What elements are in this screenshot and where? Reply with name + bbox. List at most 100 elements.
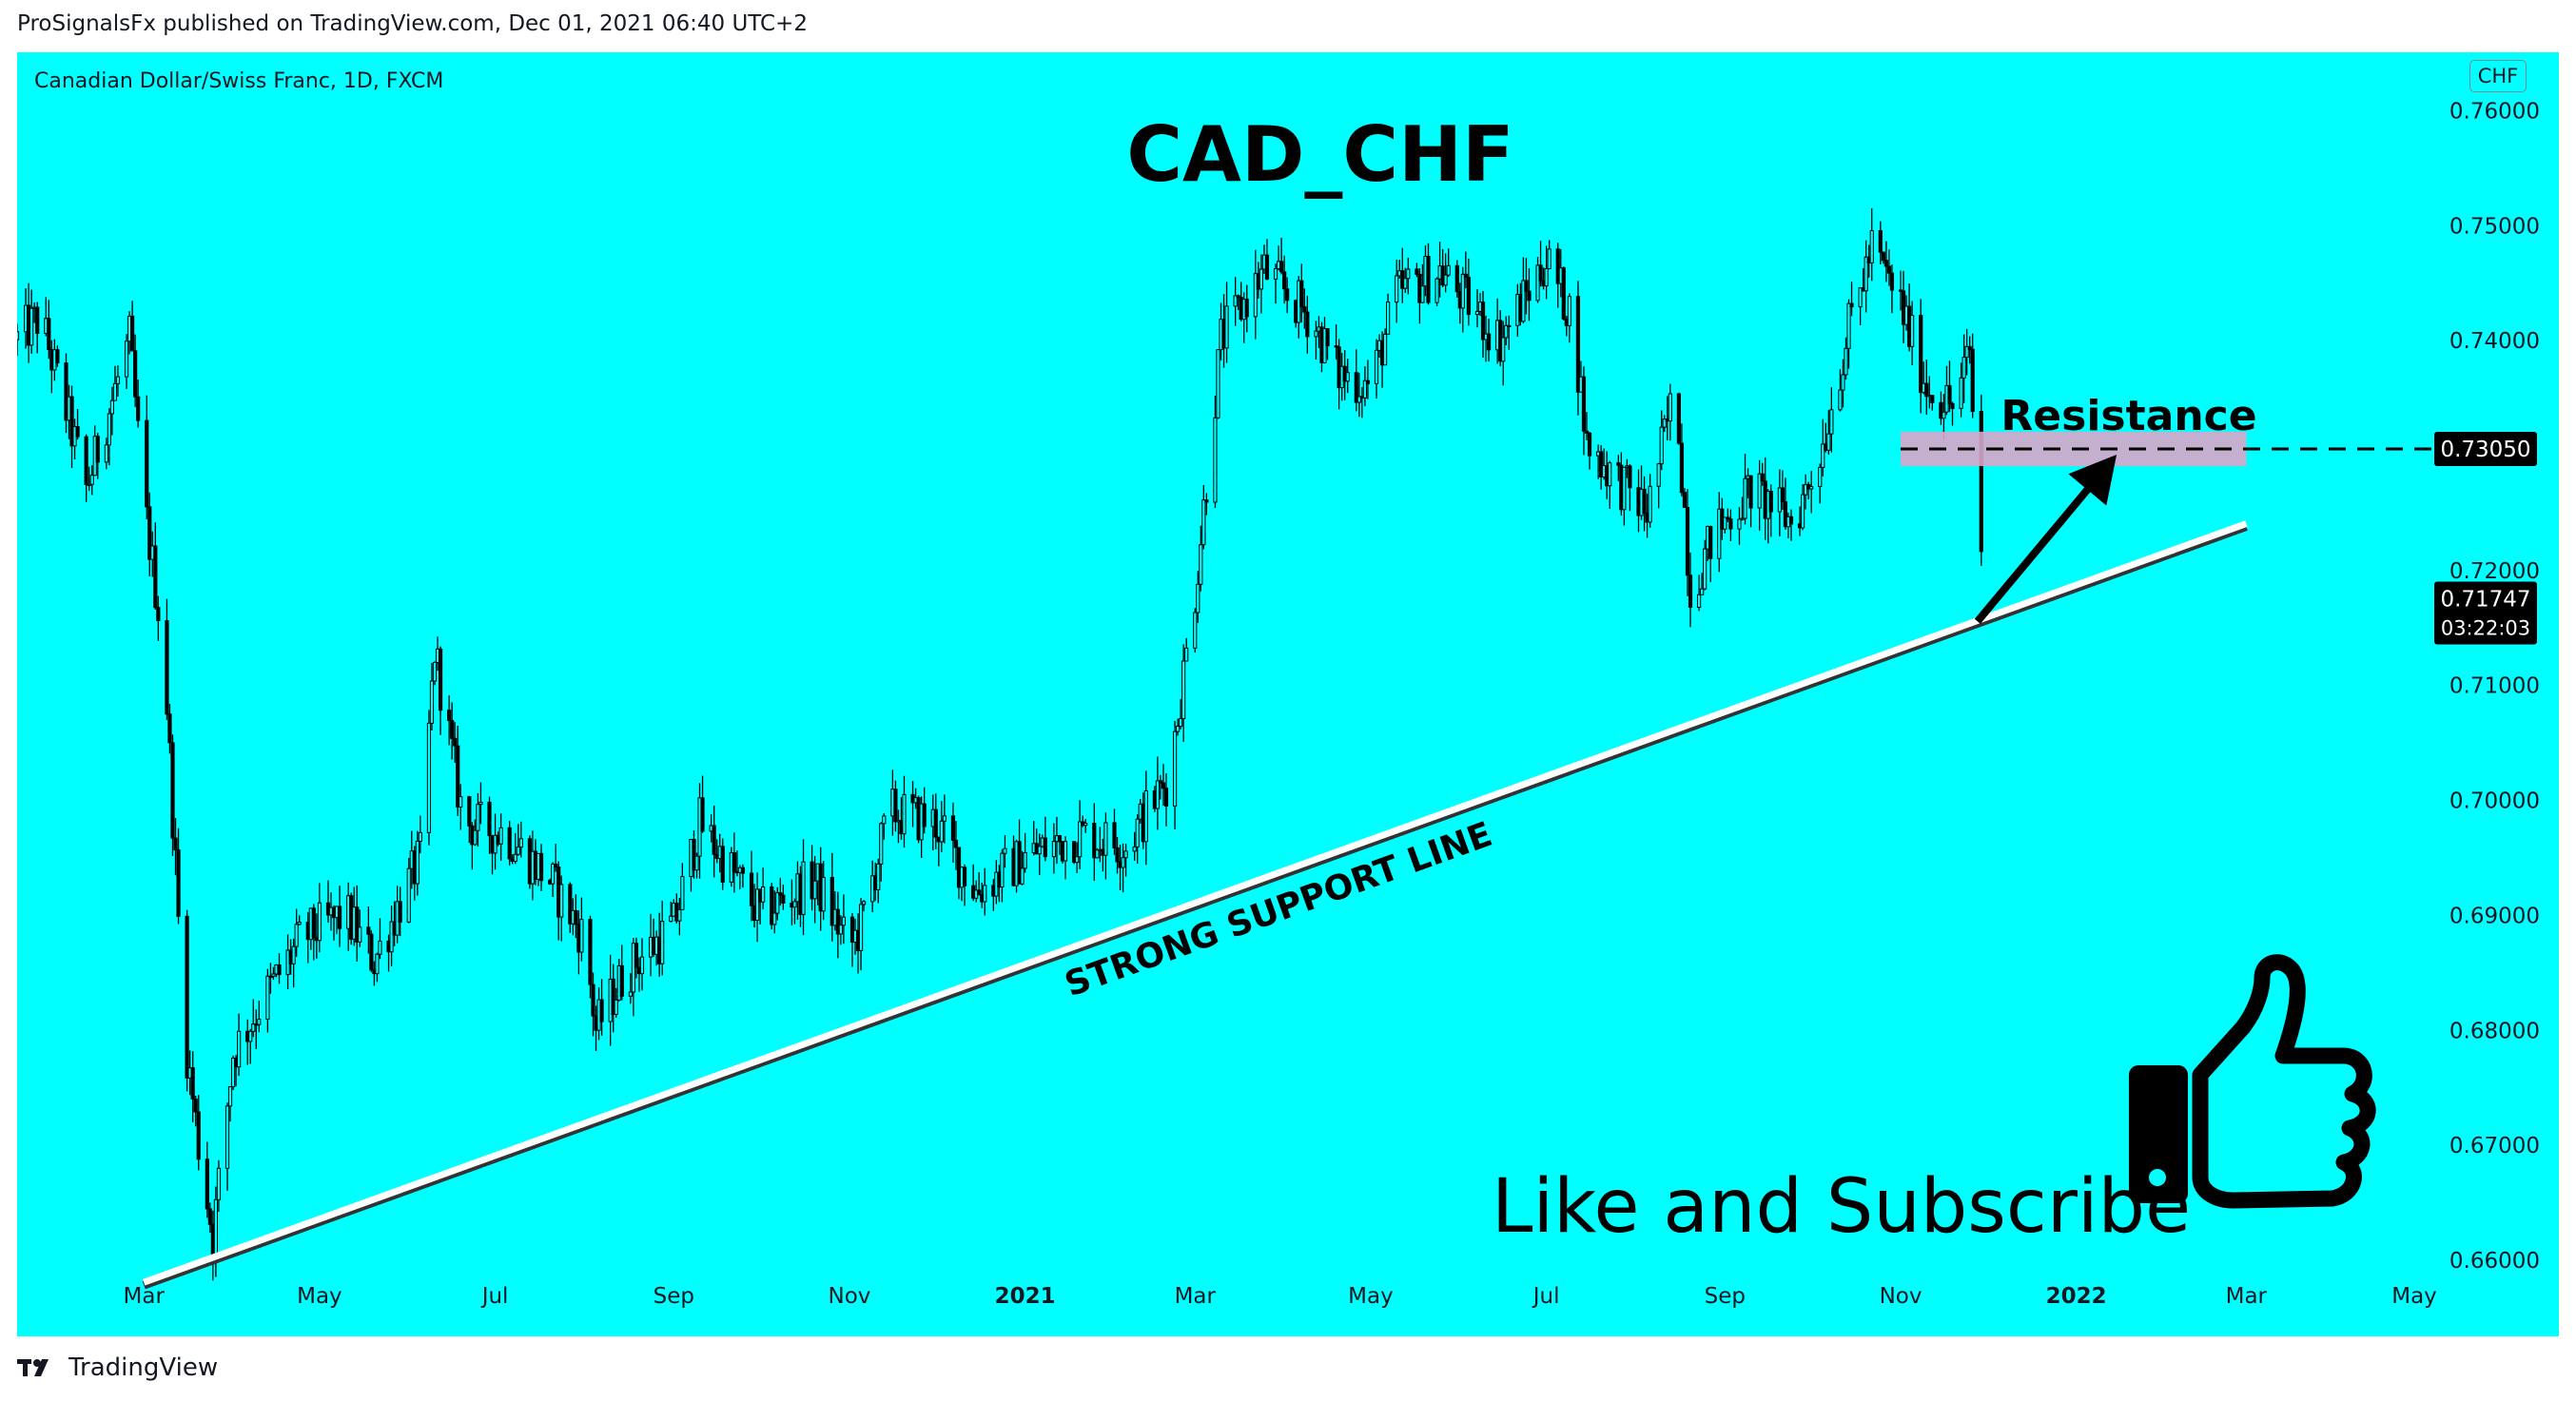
x-tick-label: Jul bbox=[480, 1284, 509, 1309]
candle-body bbox=[1555, 248, 1560, 284]
candle-body bbox=[75, 426, 80, 438]
currency-badge[interactable]: CHF bbox=[2469, 60, 2527, 92]
candle-body bbox=[1434, 278, 1439, 303]
price-chart[interactable]: CAD_CHF STRONG SUPPORT LINE Resistance Like… bbox=[17, 52, 2559, 1336]
candle-body bbox=[1961, 357, 1966, 379]
candle-body bbox=[311, 907, 316, 939]
candle-body bbox=[1000, 852, 1005, 888]
candle-body bbox=[1662, 419, 1667, 428]
candle-body bbox=[1743, 477, 1747, 519]
candle-body bbox=[1524, 280, 1529, 292]
candle-body bbox=[173, 837, 178, 851]
candle-body bbox=[1584, 430, 1590, 434]
candle-body bbox=[107, 413, 111, 446]
footer-brand[interactable]: TradingView bbox=[17, 1353, 218, 1383]
chart-title: CAD_CHF bbox=[1126, 110, 1513, 199]
attribution-header: ProSignalsFx published on TradingView.co… bbox=[17, 11, 808, 36]
candle-body bbox=[1112, 822, 1117, 848]
current-price-tag bbox=[2434, 581, 2537, 645]
candle-body bbox=[1201, 499, 1206, 546]
candle-body bbox=[1507, 324, 1512, 327]
candle-body bbox=[1285, 288, 1290, 302]
candle-body bbox=[1354, 372, 1358, 403]
candle-body bbox=[1849, 302, 1854, 308]
candle-body bbox=[1642, 488, 1647, 515]
candle-body bbox=[775, 892, 780, 914]
candle-body bbox=[551, 863, 556, 885]
support-line bbox=[143, 520, 2248, 1286]
chart-panel[interactable]: CAD_CHF STRONG SUPPORT LINE Resistance Like… bbox=[17, 52, 2559, 1336]
candle-body bbox=[516, 847, 520, 855]
candle-body bbox=[841, 916, 847, 926]
candle-body bbox=[1302, 306, 1307, 313]
candle-body bbox=[700, 797, 705, 832]
candle-body bbox=[1123, 850, 1128, 859]
candle-body bbox=[1959, 377, 1963, 409]
candle-body bbox=[1760, 473, 1765, 482]
candle-body bbox=[147, 506, 152, 560]
candle-body bbox=[821, 876, 826, 912]
candle-body bbox=[467, 796, 472, 827]
candle-body bbox=[1858, 287, 1863, 308]
candle-body bbox=[1135, 818, 1140, 847]
x-tick-label: Mar bbox=[2226, 1284, 2268, 1309]
candle-body bbox=[1325, 328, 1330, 347]
candle-body bbox=[939, 820, 944, 843]
candle-body bbox=[153, 545, 158, 609]
candle-body bbox=[1115, 847, 1120, 863]
candle-body bbox=[1078, 821, 1083, 858]
candle-body bbox=[1386, 302, 1391, 335]
candle-body bbox=[17, 331, 20, 341]
candle-body bbox=[1547, 248, 1551, 269]
candle-body bbox=[754, 888, 760, 922]
candle-body bbox=[1682, 492, 1688, 508]
candle-body bbox=[538, 852, 544, 882]
candle-body bbox=[1910, 315, 1915, 347]
candle-body bbox=[1809, 486, 1814, 490]
candle-body bbox=[694, 855, 699, 871]
candle-body bbox=[1017, 841, 1022, 885]
candle-body bbox=[453, 737, 458, 747]
candle-body bbox=[1395, 275, 1399, 303]
candle-body bbox=[1334, 345, 1338, 348]
candle-body bbox=[1480, 302, 1486, 341]
candle-body bbox=[1161, 782, 1166, 789]
candle-body bbox=[953, 839, 959, 848]
candle-body bbox=[810, 861, 814, 900]
candle-body bbox=[902, 793, 907, 835]
candle-body bbox=[47, 318, 51, 351]
resistance-label: Resistance bbox=[2000, 392, 2256, 440]
candle-body bbox=[369, 933, 374, 971]
candle-body bbox=[271, 973, 276, 977]
candle-body bbox=[599, 999, 604, 1022]
candle-body bbox=[185, 915, 189, 1079]
support-line-label: STRONG SUPPORT LINE bbox=[1060, 815, 1497, 1004]
candle-body bbox=[1886, 265, 1892, 274]
candle-body bbox=[1788, 516, 1794, 525]
candle-body bbox=[1179, 718, 1183, 728]
symbol-title[interactable]: Canadian Dollar/Swiss Franc, 1D, FXCM bbox=[34, 69, 444, 93]
candle-body bbox=[1979, 411, 1983, 553]
candle-body bbox=[1538, 264, 1543, 282]
candle-body bbox=[983, 885, 987, 903]
candle-body bbox=[1204, 499, 1209, 503]
candle-body bbox=[634, 943, 639, 968]
candle-body bbox=[1443, 274, 1448, 286]
candle-body bbox=[133, 350, 138, 398]
candle-body bbox=[1659, 426, 1664, 465]
candle-body bbox=[389, 921, 394, 953]
thumbs-up-icon[interactable] bbox=[2129, 954, 2376, 1209]
candle-body bbox=[1703, 548, 1708, 590]
candle-body bbox=[1668, 393, 1672, 422]
candle-body bbox=[294, 924, 299, 947]
candle-body bbox=[1003, 847, 1007, 854]
candle-body bbox=[1199, 544, 1203, 585]
candle-body bbox=[781, 894, 786, 904]
candle-body bbox=[1567, 296, 1571, 326]
candle-body bbox=[418, 831, 422, 842]
like-subscribe-text: Like and Subscribe bbox=[1492, 1164, 2191, 1250]
candle-body bbox=[227, 1086, 233, 1107]
candle-body bbox=[1426, 256, 1431, 303]
candle-body bbox=[366, 926, 371, 935]
candle-body bbox=[1924, 382, 1929, 398]
